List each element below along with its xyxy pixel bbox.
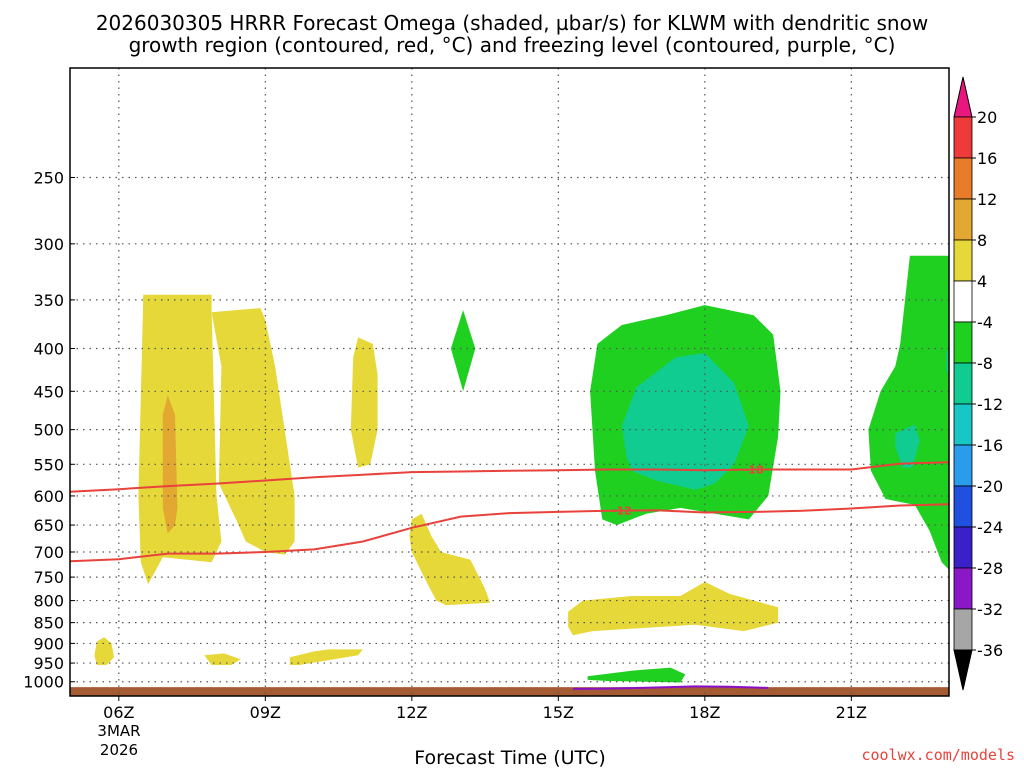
colorbar-swatch-5 bbox=[953, 321, 973, 364]
omega-region-2-2 bbox=[868, 255, 949, 570]
y-tick-label-750: 750 bbox=[33, 568, 64, 587]
colorbar-label-4: 4 bbox=[977, 272, 987, 291]
x-date-month: 3MAR bbox=[97, 722, 140, 740]
contour-label-0: -18 bbox=[744, 464, 764, 477]
colorbar-label-11: -28 bbox=[977, 559, 1003, 578]
x-tick-label-18Z: 18Z bbox=[689, 703, 720, 722]
colorbar-swatch-9 bbox=[953, 485, 973, 528]
isotherm-contours: -18 -12 bbox=[69, 461, 950, 690]
colorbar-label-0: 20 bbox=[977, 108, 997, 127]
omega-region-0-6 bbox=[204, 653, 241, 665]
contour-line-0 bbox=[69, 461, 950, 493]
colorbar-swatch-0 bbox=[953, 116, 973, 159]
y-tick-label-850: 850 bbox=[33, 614, 64, 633]
colorbar-legend: 20 16 12 8 4 -4 -8 -12 -16 -20 -24 -28 -32 -36 bbox=[953, 76, 1003, 691]
grid-lines bbox=[70, 68, 949, 696]
colorbar-label-6: -8 bbox=[977, 354, 993, 373]
colorbar-label-5: -4 bbox=[977, 313, 993, 332]
colorbar-swatch-3 bbox=[953, 239, 973, 282]
watermark: coolwx.com/models bbox=[861, 746, 1015, 764]
x-tick-label-15Z: 15Z bbox=[543, 703, 574, 722]
x-tick-label-12Z: 12Z bbox=[396, 703, 427, 722]
colorbar-swatch-12 bbox=[953, 608, 973, 651]
colorbar-swatch-11 bbox=[953, 567, 973, 610]
omega-region-1-0 bbox=[162, 395, 178, 534]
y-tick-label-700: 700 bbox=[33, 543, 64, 562]
colorbar-label-9: -20 bbox=[977, 477, 1003, 496]
colorbar-swatch-4 bbox=[953, 280, 973, 323]
colorbar-label-2: 12 bbox=[977, 190, 997, 209]
omega-region-0-5 bbox=[568, 581, 779, 636]
title-line-1: 2026030305 HRRR Forecast Omega (shaded, … bbox=[96, 11, 928, 35]
plot-frame bbox=[69, 67, 950, 697]
colorbar-swatch-2 bbox=[953, 198, 973, 241]
y-axis-pressure-ticks: 2503003504004505005506006507007508008509… bbox=[23, 169, 75, 692]
x-tick-label-06Z: 06Z bbox=[103, 703, 134, 722]
contour-label-1: -12 bbox=[612, 505, 632, 518]
omega-region-0-2 bbox=[211, 308, 295, 555]
y-tick-label-350: 350 bbox=[33, 291, 64, 310]
colorbar-bottom-arrow bbox=[953, 649, 973, 691]
y-tick-label-650: 650 bbox=[33, 516, 64, 535]
colorbar-swatch-10 bbox=[953, 526, 973, 569]
chart-title: 2026030305 HRRR Forecast Omega (shaded, … bbox=[96, 11, 928, 57]
omega-region-2-0 bbox=[450, 310, 476, 392]
y-tick-label-300: 300 bbox=[33, 235, 64, 254]
colorbar-label-10: -24 bbox=[977, 518, 1003, 537]
y-tick-label-500: 500 bbox=[33, 421, 64, 440]
omega-region-3-0 bbox=[621, 353, 749, 490]
y-tick-label-800: 800 bbox=[33, 592, 64, 611]
omega-region-0-7 bbox=[289, 649, 363, 665]
colorbar-label-8: -16 bbox=[977, 436, 1003, 455]
colorbar-label-12: -32 bbox=[977, 600, 1003, 619]
omega-shaded-regions bbox=[70, 255, 949, 696]
contour-line-2 bbox=[572, 685, 769, 690]
y-tick-label-250: 250 bbox=[33, 169, 64, 188]
colorbar-label-7: -12 bbox=[977, 395, 1003, 414]
omega-region-3-1 bbox=[895, 424, 920, 468]
y-tick-label-1000: 1000 bbox=[23, 673, 64, 692]
x-axis-label: Forecast Time (UTC) bbox=[414, 747, 605, 768]
y-tick-label-600: 600 bbox=[33, 487, 64, 506]
colorbar-swatch-1 bbox=[953, 157, 973, 200]
colorbar-swatch-6 bbox=[953, 362, 973, 405]
x-tick-label-21Z: 21Z bbox=[836, 703, 867, 722]
omega-region-0-0 bbox=[94, 637, 114, 665]
contour-line-1 bbox=[69, 503, 950, 563]
colorbar-label-13: -36 bbox=[977, 641, 1003, 660]
colorbar-label-3: 8 bbox=[977, 231, 987, 250]
y-tick-label-900: 900 bbox=[33, 634, 64, 653]
colorbar-swatch-8 bbox=[953, 444, 973, 487]
omega-region-0-1 bbox=[138, 294, 222, 585]
x-axis-time-ticks: 06Z 09Z 12Z 15Z 18Z 21Z bbox=[103, 696, 867, 722]
omega-region-0-4 bbox=[409, 513, 490, 606]
title-line-2: growth region (contoured, red, °C) and f… bbox=[129, 33, 896, 57]
omega-region-2-3 bbox=[587, 667, 686, 683]
terrain-ground bbox=[70, 687, 949, 696]
x-tick-label-09Z: 09Z bbox=[250, 703, 281, 722]
y-tick-label-950: 950 bbox=[33, 654, 64, 673]
omega-region-0-3 bbox=[350, 337, 378, 468]
colorbar-top-arrow bbox=[953, 76, 973, 118]
y-tick-label-400: 400 bbox=[33, 339, 64, 358]
colorbar-swatch-7 bbox=[953, 403, 973, 446]
colorbar-label-1: 16 bbox=[977, 149, 997, 168]
y-tick-label-450: 450 bbox=[33, 382, 64, 401]
x-date-year: 2026 bbox=[100, 741, 138, 759]
y-tick-label-550: 550 bbox=[33, 455, 64, 474]
